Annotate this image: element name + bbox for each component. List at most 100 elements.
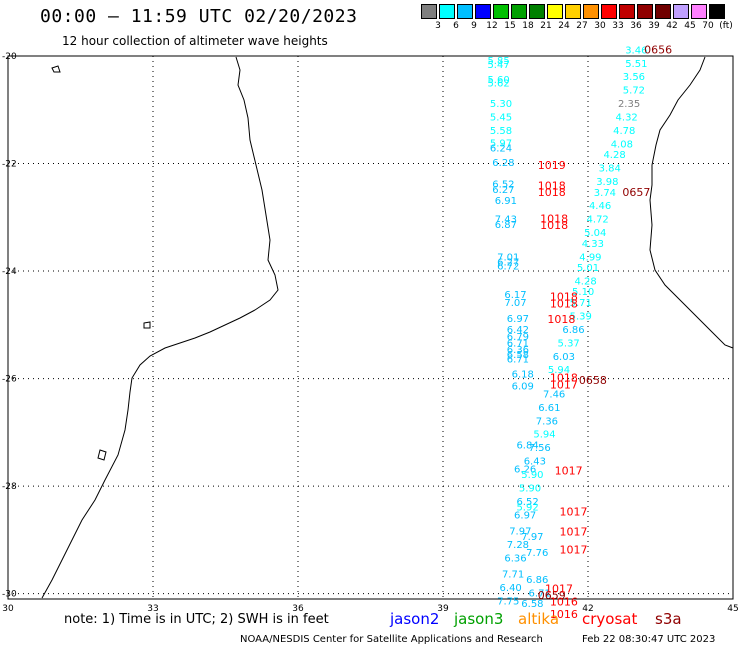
legend-label: 15	[504, 21, 516, 31]
wave-height-value: 5.72	[623, 86, 645, 97]
wave-height-value: 5.94	[548, 365, 570, 376]
wave-height-value: 4.99	[579, 252, 601, 263]
legend-label: 21	[540, 21, 552, 31]
pass-time-label: 1018	[540, 213, 568, 226]
pass-time-label: 1017	[560, 506, 588, 519]
wave-height-value: 5.62	[487, 79, 509, 90]
wave-height-value: 5.97	[490, 138, 512, 149]
wave-height-value: 6.91	[495, 196, 517, 207]
legend-label: 33	[612, 21, 624, 31]
legend-swatch	[511, 4, 527, 19]
legend-label: 12	[486, 21, 498, 31]
wave-height-value: 6.18	[512, 369, 534, 380]
wave-height-value: 4.46	[589, 201, 611, 212]
pass-time-label: 1018	[550, 371, 578, 384]
wave-height-value: 6.71	[507, 354, 529, 365]
wave-height-value: 5.90	[519, 483, 541, 494]
wave-height-value: 6.26	[514, 465, 536, 476]
wave-height-value: 6.40	[500, 583, 522, 594]
legend-swatch	[547, 4, 563, 19]
legend-swatch	[673, 4, 689, 19]
legend-label: 6	[453, 21, 459, 31]
wave-height-value: 4.33	[582, 239, 604, 250]
satellite-label-cryosat: cryosat	[582, 610, 638, 628]
lat-tick-label: -20	[2, 52, 17, 62]
pass-time-label: 1018	[547, 313, 575, 326]
pass-time-label: 1018	[540, 219, 568, 232]
lon-tick-label: 30	[2, 604, 14, 614]
wave-height-value: 6.52	[492, 180, 514, 191]
wave-height-value: 5.94	[533, 430, 555, 441]
wave-height-value: 6.42	[507, 325, 529, 336]
legend-swatch	[637, 4, 653, 19]
pass-time-label: 1018	[550, 298, 578, 311]
wave-height-value: 3.56	[623, 72, 645, 83]
legend-label: 3	[435, 21, 441, 31]
wave-height-value: 5.30	[490, 99, 512, 110]
wave-height-value: 6.52	[516, 497, 538, 508]
wave-height-value: 7.76	[526, 548, 548, 559]
wave-height-value: 5.71	[570, 298, 592, 309]
wave-height-value: 7.01	[497, 252, 519, 263]
satellite-label-jason2: jason2	[390, 610, 440, 628]
lon-tick-label: 45	[727, 604, 738, 614]
legend-swatch	[709, 4, 725, 19]
lat-tick-label: -26	[2, 375, 17, 385]
wave-height-value: 6.86	[562, 325, 584, 336]
legend-swatch	[655, 4, 671, 19]
legend-swatch	[565, 4, 581, 19]
map-frame	[7, 55, 734, 600]
legend-label: 27	[576, 21, 588, 31]
coastline	[41, 56, 734, 599]
map-title: 00:00 – 11:59 UTC 02/20/2023	[40, 6, 358, 27]
wave-height-value: 5.39	[570, 311, 592, 322]
wave-height-value: 6.43	[524, 457, 546, 468]
africa-coastline	[41, 56, 279, 599]
pass-time-label: 1017	[560, 543, 588, 556]
wave-height-value: 6.27	[497, 258, 519, 269]
satellite-label-jason3: jason3	[454, 610, 504, 628]
wave-height-value: 7.28	[507, 540, 529, 551]
island	[97, 449, 107, 461]
note-text: note: 1) Time is in UTC; 2) SWH is in fe…	[64, 612, 329, 627]
pass-time-label: 1017	[550, 378, 578, 391]
lat-tick-label: -28	[2, 482, 17, 492]
wave-height-value: 7.71	[502, 569, 524, 580]
wave-height-value: 6.79	[507, 332, 529, 343]
pass-time-label: 1018	[538, 179, 566, 192]
pass-time-label: 1018	[550, 291, 578, 304]
wave-height-value: 6.87	[495, 220, 517, 231]
pass-time-label: 1016	[550, 608, 578, 621]
wave-height-value: 7.07	[504, 298, 526, 309]
wave-height-value: 2.35	[618, 99, 640, 110]
wave-height-value: 5.58	[490, 126, 512, 137]
lat-tick-label: -22	[2, 160, 17, 170]
wave-height-value: 6.24	[490, 144, 512, 155]
wave-height-value: 6.27	[492, 185, 514, 196]
wave-height-value: 5.47	[487, 60, 509, 71]
wave-height-value: 6.09	[512, 381, 534, 392]
legend-label: 42	[666, 21, 678, 31]
wave-height-value: 5.04	[584, 228, 606, 239]
wave-height-value: 4.28	[574, 276, 596, 287]
island	[51, 65, 61, 73]
wave-height-value: 4.72	[587, 215, 609, 226]
wave-height-value: 7.97	[509, 526, 531, 537]
wave-height-value: 4.28	[603, 150, 625, 161]
wave-height-value: 6.58	[507, 350, 529, 361]
madagascar-coastline	[649, 56, 734, 349]
wave-height-value: 6.86	[526, 575, 548, 586]
wave-height-value: 5.10	[572, 287, 594, 298]
pass-time-label: 1019	[538, 159, 566, 172]
wave-height-value: 6.36	[507, 345, 529, 356]
wave-height-value: 5.37	[558, 338, 580, 349]
wave-height-value: 6.36	[504, 553, 526, 564]
pass-time-labels: 0656065706580659101910181018101810181018…	[538, 43, 672, 621]
legend-swatch	[439, 4, 455, 19]
wave-height-value: 6.17	[504, 290, 526, 301]
map-subtitle: 12 hour collection of altimeter wave hei…	[62, 34, 328, 48]
wave-height-value: 5.60	[487, 75, 509, 86]
lon-tick-label: 36	[292, 604, 304, 614]
island	[143, 321, 151, 329]
